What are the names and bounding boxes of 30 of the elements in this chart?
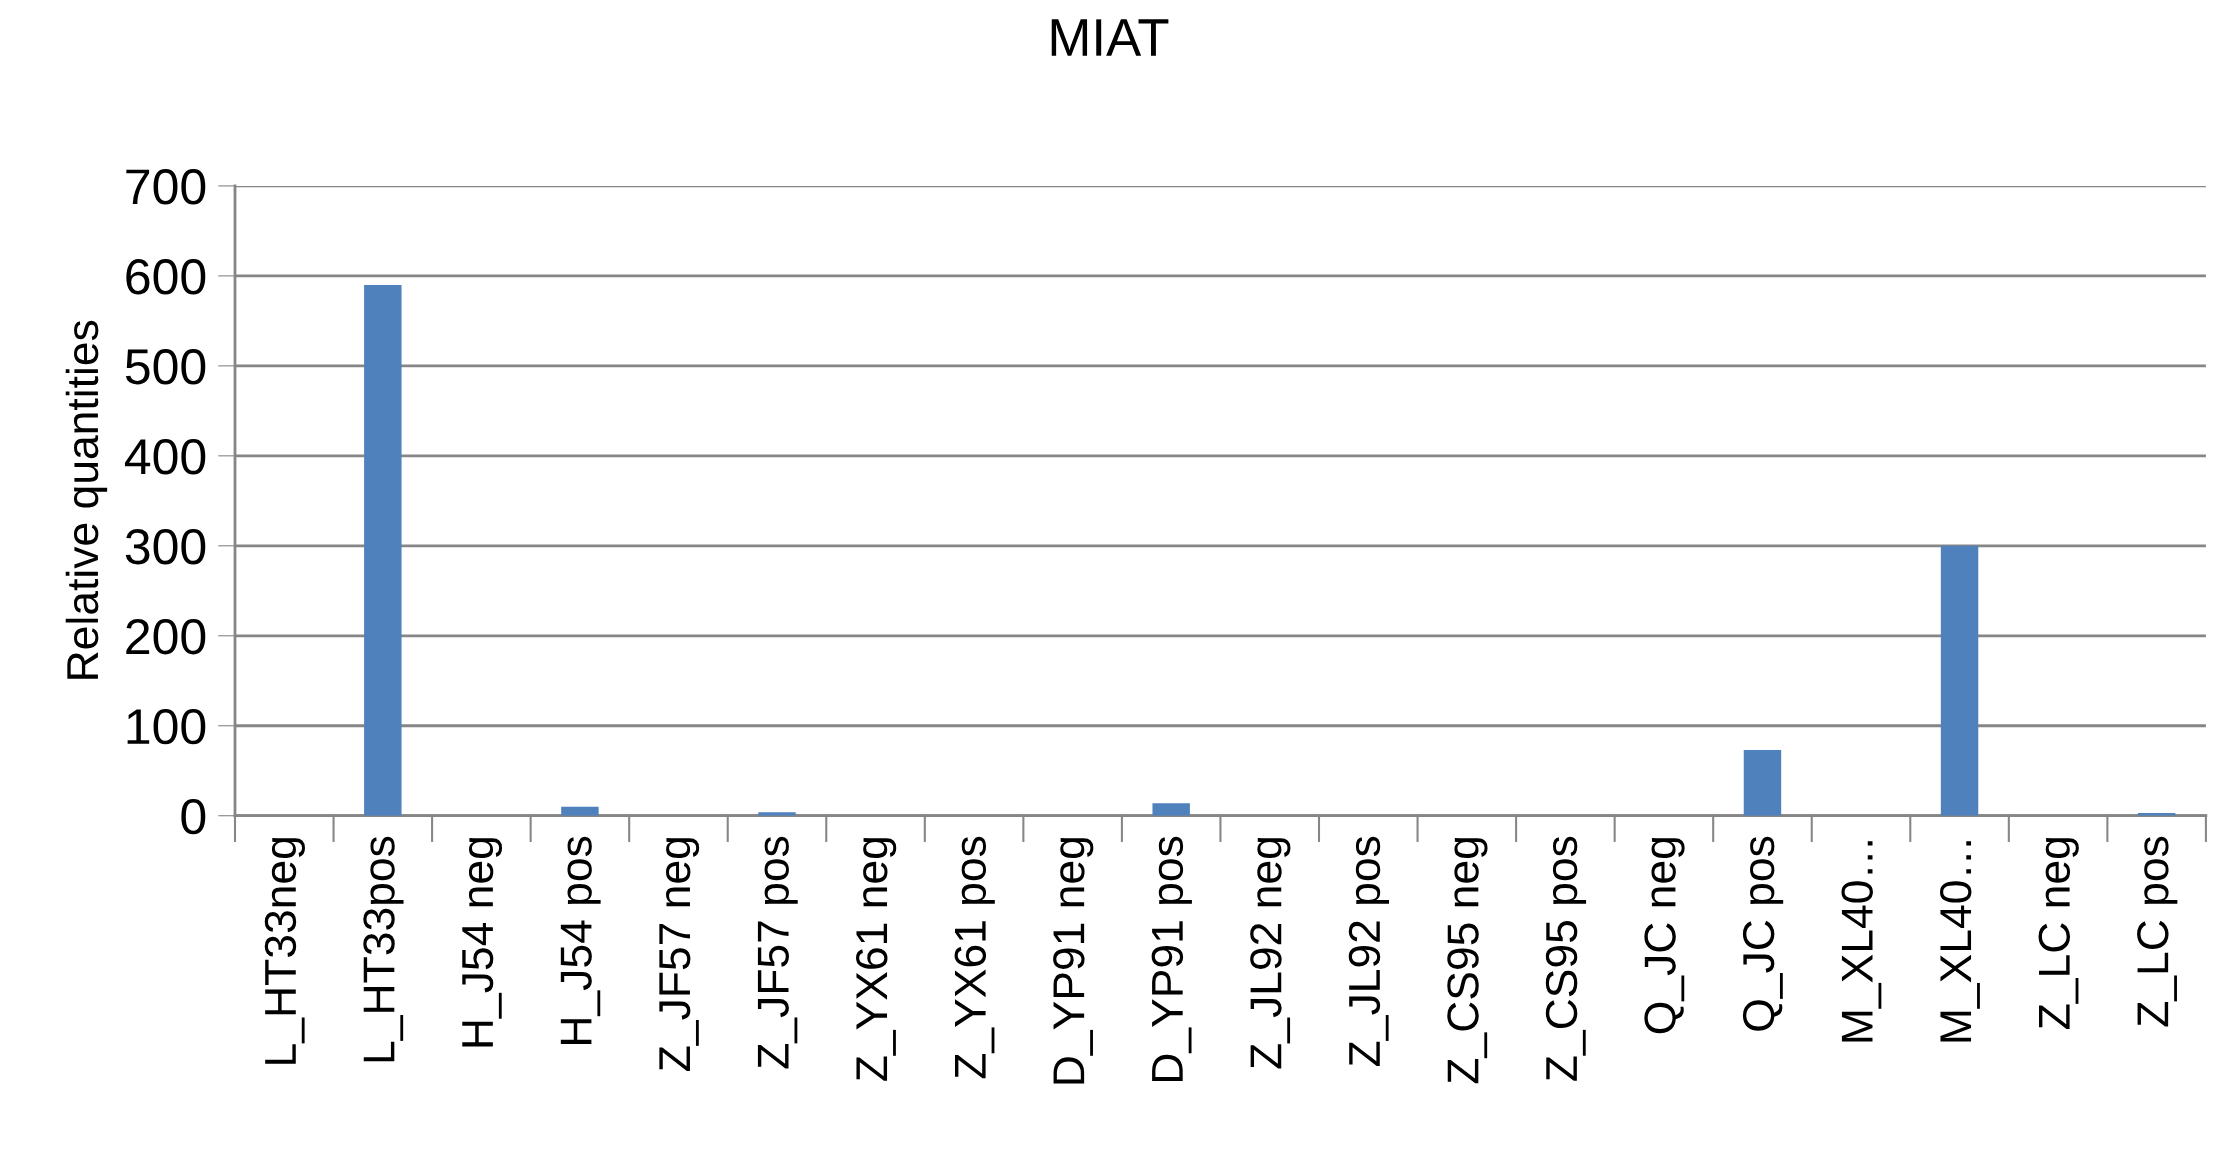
y-tick-label: 200	[126, 618, 206, 655]
x-tick-label: M_XL40…	[1841, 841, 1882, 1042]
y-tick-label: 100	[127, 708, 206, 745]
x-tick-label: L_HT33neg	[264, 838, 305, 1064]
x-tick-label: Z_JF57 neg	[659, 838, 700, 1071]
x-tick-label: D_YP91 pos	[1151, 836, 1192, 1082]
x-tick-label: Z_CS95 pos	[1545, 836, 1587, 1081]
x-tick-label: Z_JL92 pos	[1348, 836, 1389, 1066]
x-tick-label: H_J54 pos	[560, 836, 601, 1044]
y-tick-label: 300	[125, 529, 206, 565]
y-tick-label: 400	[124, 439, 206, 475]
y-axis-title: Relative quantities	[65, 320, 108, 679]
x-tick-label: Z_YX61 neg	[856, 838, 897, 1081]
x-tick-label: Z_JL92 neg	[1250, 838, 1291, 1069]
x-tick-label: Z_JF57 pos	[757, 836, 798, 1069]
x-tick-label: L_HT33pos	[363, 836, 404, 1062]
y-tick-label: 0	[181, 798, 206, 835]
chart-title: MIAT	[1051, 19, 1169, 56]
x-tick-label: Q_JC pos	[1742, 836, 1784, 1031]
x-tick-label: Q_JC neg	[1644, 838, 1685, 1034]
x-tick-label: D_YP91 neg	[1053, 838, 1094, 1084]
x-tick-label: H_J54 neg	[462, 838, 503, 1047]
x-tick-label: Z_CS95 neg	[1447, 838, 1488, 1084]
y-tick-label: 700	[126, 169, 206, 205]
x-tick-label: Z_LC neg	[2038, 838, 2079, 1029]
y-tick-label: 600	[126, 259, 206, 295]
x-tick-label: Z_LC pos	[2137, 836, 2178, 1027]
x-tick-label: M_XL40…	[1940, 841, 1980, 1042]
x-tick-label: Z_YX61 pos	[954, 836, 995, 1079]
y-tick-label: 500	[125, 349, 206, 385]
